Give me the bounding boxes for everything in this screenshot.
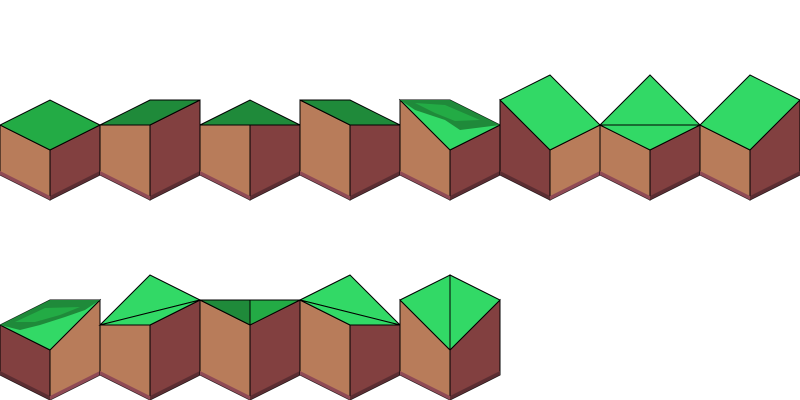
grass-block-ramp-peak-right (298, 274, 402, 400)
grass-block-corner-slope (398, 75, 502, 201)
grass-block-flat (0, 75, 102, 201)
grass-block-pyramid (399, 274, 501, 400)
grass-block-steep-slope-left (499, 74, 601, 201)
grass-block-corner-slope-left (0, 275, 102, 400)
grass-block-steep-slope-right (699, 74, 800, 201)
grass-block-ramp-up-left (299, 75, 401, 201)
grass-block-ramp-center (199, 75, 301, 201)
grass-block-valley (199, 275, 301, 400)
grass-block-ramp-up-right (99, 75, 201, 201)
grass-block-peak (598, 74, 702, 201)
grass-block-ramp-peak-left (98, 274, 202, 400)
